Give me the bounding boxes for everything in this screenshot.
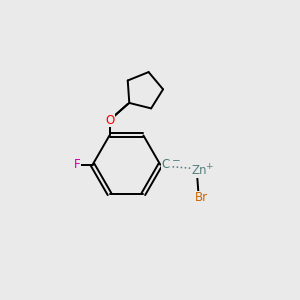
Text: F: F <box>74 158 80 171</box>
Text: O: O <box>105 114 114 127</box>
Text: C: C <box>162 158 170 171</box>
Text: Br: Br <box>195 191 208 204</box>
Text: −: − <box>172 156 180 166</box>
Text: Zn: Zn <box>191 164 207 177</box>
Text: +: + <box>205 162 212 171</box>
